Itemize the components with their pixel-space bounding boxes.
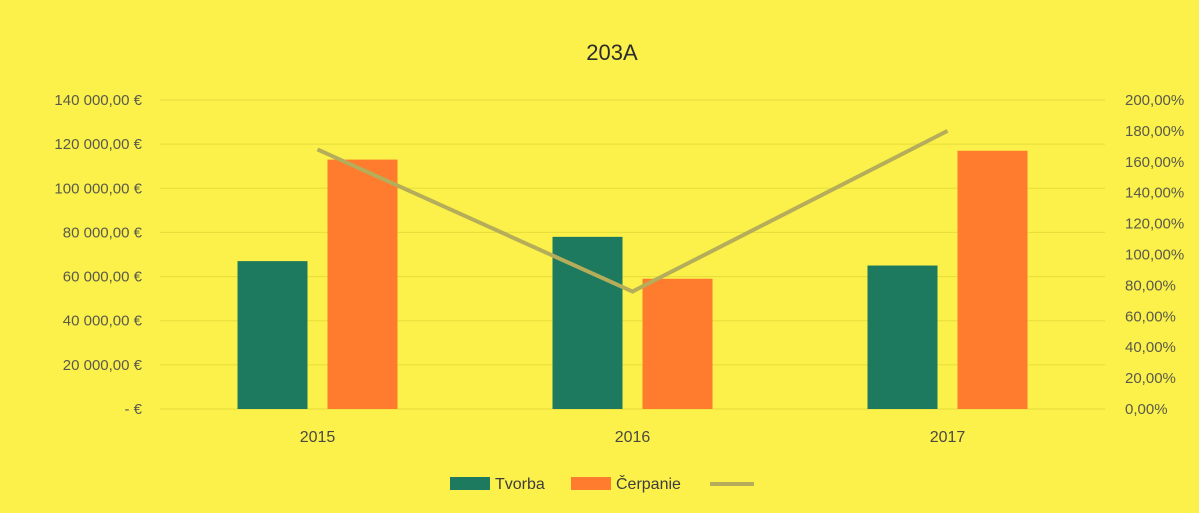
legend-swatch (571, 477, 611, 490)
gridlines (160, 99, 1105, 410)
left-axis-tick-label: 140 000,00 € (54, 92, 142, 109)
left-axis-tick-label: 100 000,00 € (54, 180, 142, 197)
ratio-line (316, 129, 949, 294)
right-axis-tick-label: 60,00% (1125, 308, 1176, 325)
bar--erpanie-2015 (327, 159, 398, 409)
legend: Tvorba Čerpanie (450, 474, 754, 493)
bar-tvorba-2017 (867, 265, 938, 409)
legend-label: Čerpanie (616, 474, 681, 493)
bar--erpanie-2017 (957, 150, 1028, 409)
right-axis-tick-label: 200,00% (1125, 92, 1184, 109)
left-axis-tick-label: 40 000,00 € (63, 313, 143, 330)
right-axis-tick-label: 180,00% (1125, 123, 1184, 140)
left-axis-tick-label: 80 000,00 € (63, 224, 143, 241)
right-axis-tick-label: 20,00% (1125, 370, 1176, 387)
right-axis-tick-label: 140,00% (1125, 185, 1184, 202)
x-axis-tick-label: 2017 (930, 429, 966, 446)
legend-swatch (450, 477, 490, 490)
line-series (316, 129, 949, 294)
right-axis-tick-label: 120,00% (1125, 216, 1184, 233)
right-axis-tick-label: 160,00% (1125, 154, 1184, 171)
right-axis-tick-label: 80,00% (1125, 277, 1176, 294)
bar-tvorba-2015 (237, 261, 308, 409)
right-axis-ticks: 0,00% 20,00% 40,00% 60,00% 80,00% 100,00% 120,… (1125, 92, 1184, 418)
x-axis-tick-label: 2015 (300, 429, 336, 446)
right-axis-tick-label: 0,00% (1125, 401, 1168, 418)
left-axis-tick-label: 60 000,00 € (63, 269, 143, 286)
left-axis-tick-label: 120 000,00 € (54, 136, 142, 153)
left-axis-ticks: - € 20 000,00 € 40 000,00 € 60 000,00 € 80 0… (54, 92, 142, 418)
x-axis-ticks: 2015 2016 2017 (300, 429, 966, 446)
right-axis-tick-label: 100,00% (1125, 247, 1184, 264)
legend-label: Tvorba (495, 476, 545, 493)
bar--erpanie-2016 (642, 278, 713, 409)
x-axis-tick-label: 2016 (615, 429, 651, 446)
left-axis-tick-label: 20 000,00 € (63, 357, 143, 374)
left-axis-tick-label: - € (124, 401, 142, 418)
chart-title: 203A (586, 40, 638, 65)
right-axis-tick-label: 40,00% (1125, 339, 1176, 356)
bar-tvorba-2016 (552, 236, 623, 409)
bar-series (237, 150, 1028, 409)
